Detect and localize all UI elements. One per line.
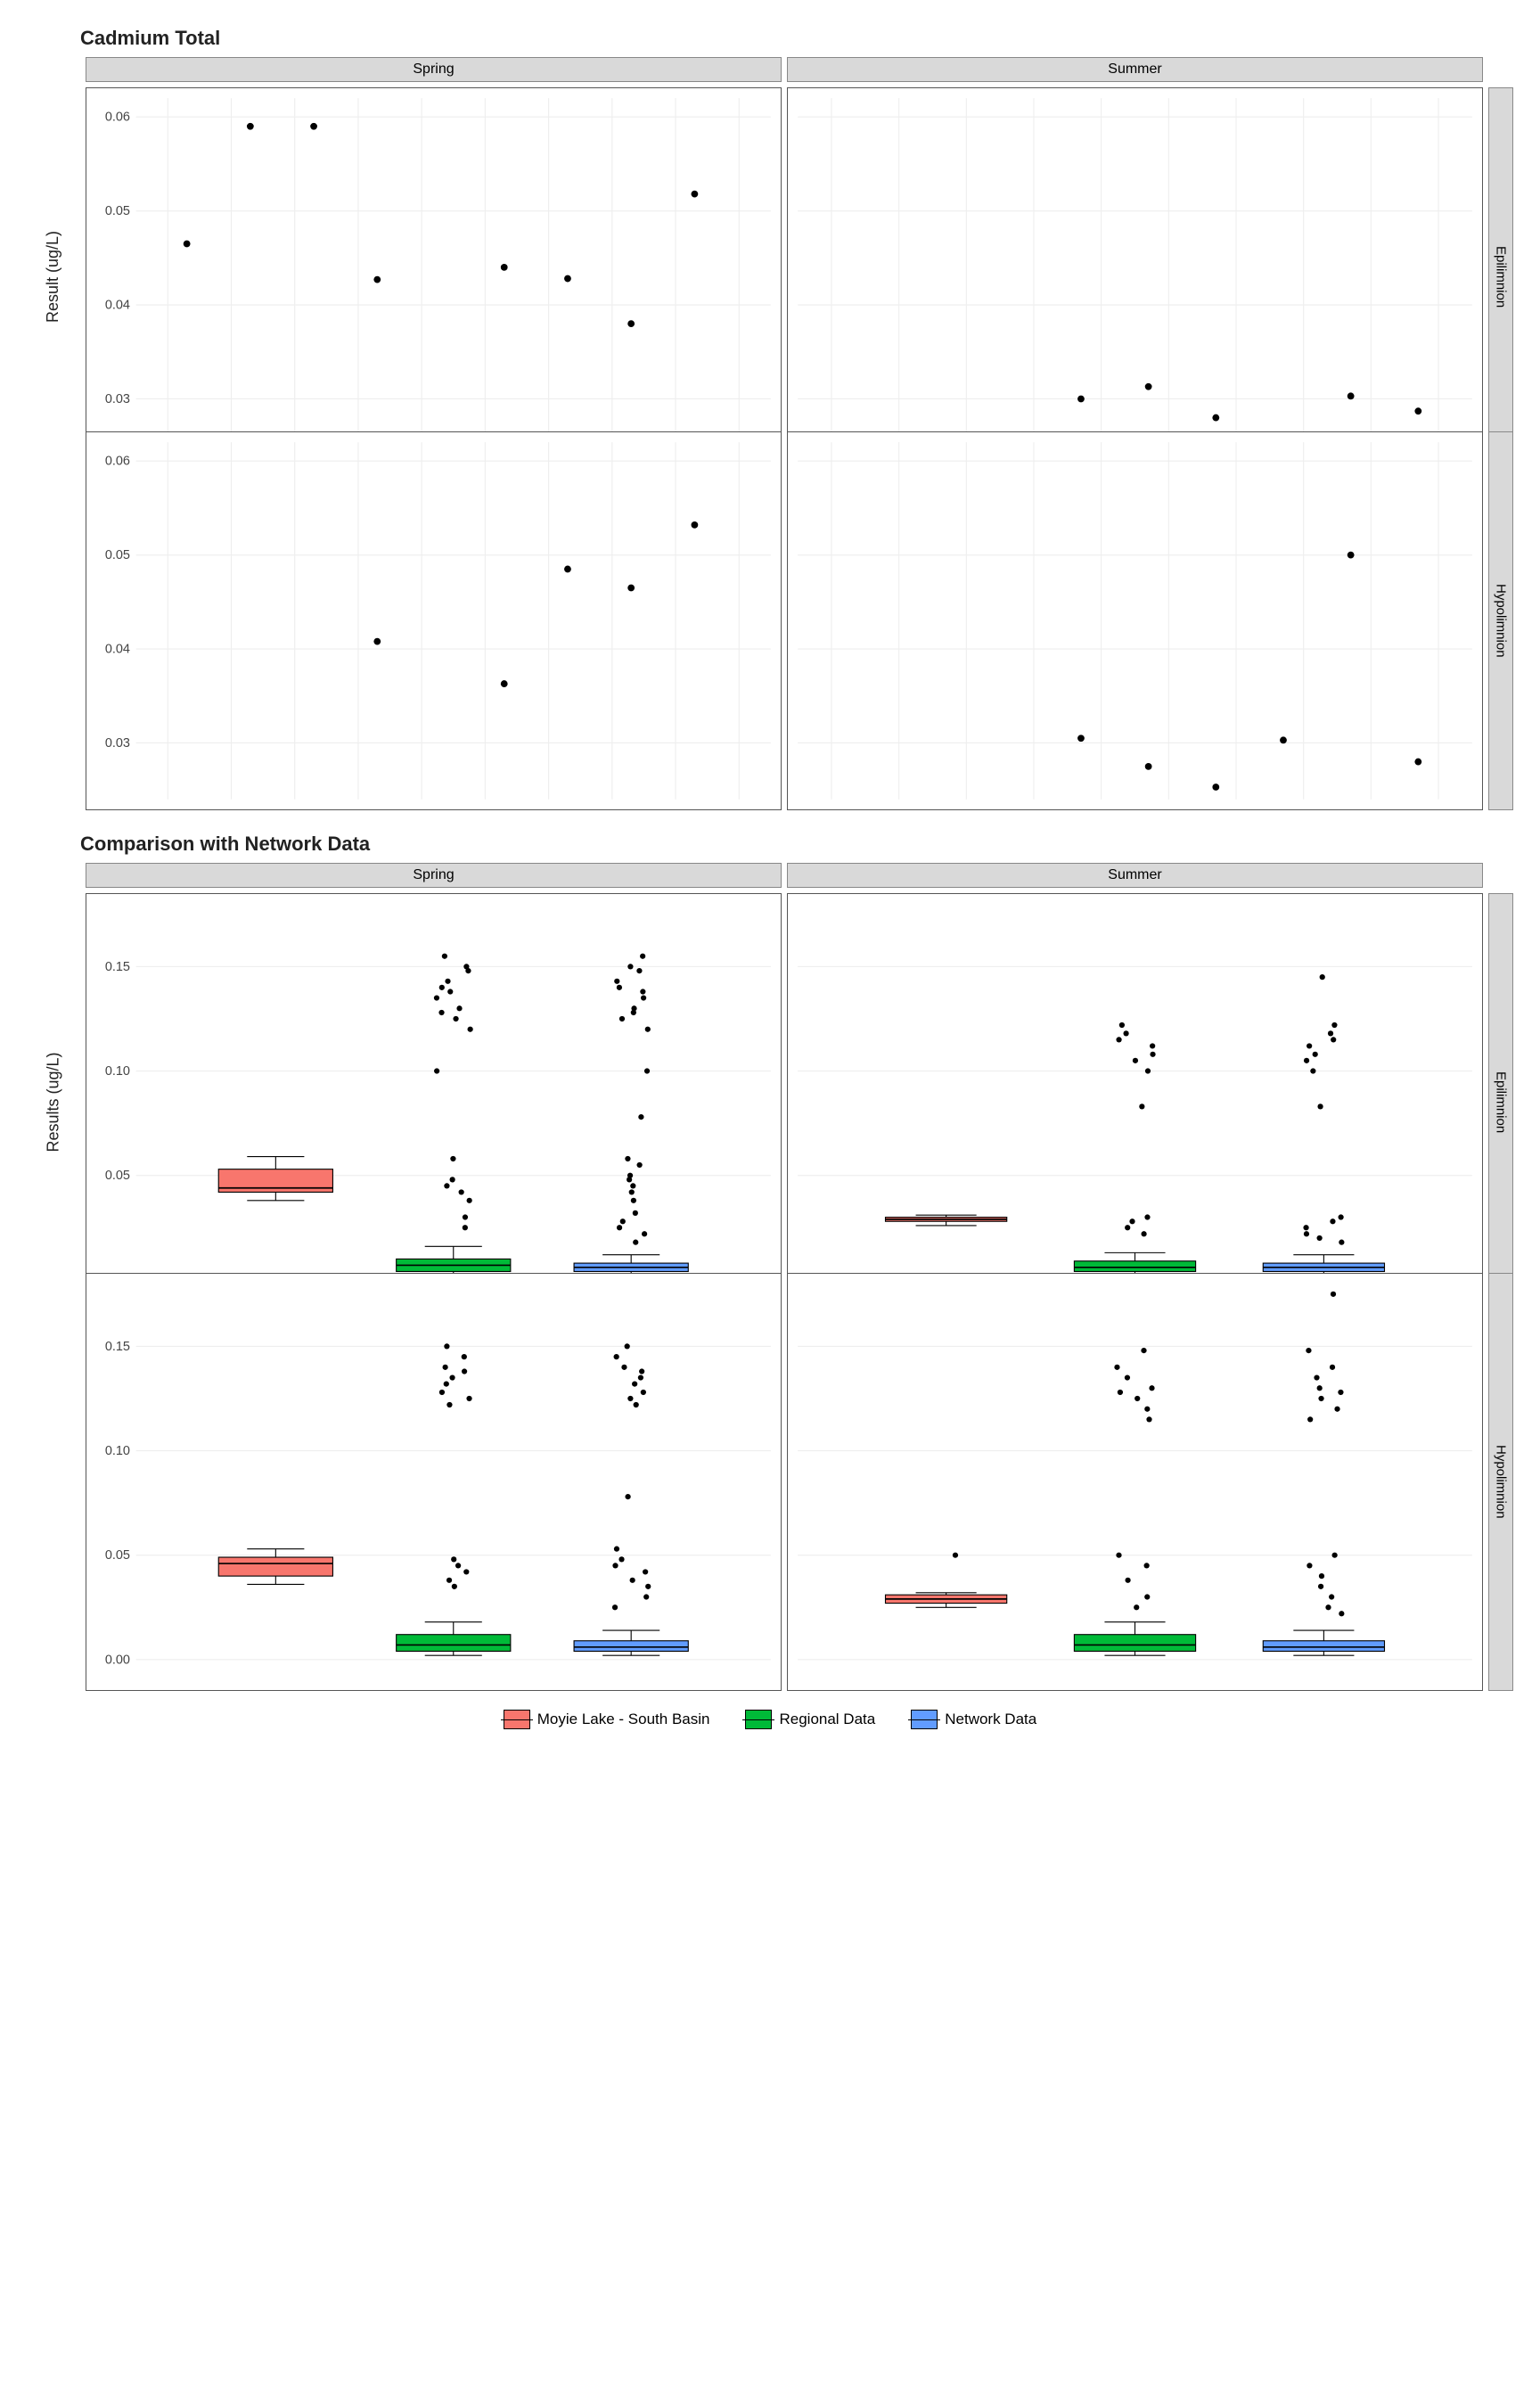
svg-text:0.00: 0.00 [105, 1653, 130, 1667]
facet2-row-epi: Epilimnion [1488, 893, 1513, 1311]
svg-text:0.04: 0.04 [105, 299, 130, 313]
panel-summer-hypo [787, 431, 1483, 810]
panel-spring-epi: 0.03 0.04 0.05 0.06 [86, 87, 782, 466]
svg-text:0.06: 0.06 [105, 111, 130, 125]
panel2-summer-epi [787, 893, 1483, 1311]
facet2-col-spring: Spring [86, 863, 782, 888]
panel-spring-hypo: 0.03 0.04 0.05 0.06 [86, 431, 782, 810]
svg-text:0.05: 0.05 [105, 204, 130, 218]
scatter-chart: Cadmium Total Spring Summer Result (ug/L… [27, 27, 1513, 797]
svg-text:0.04: 0.04 [105, 643, 130, 657]
svg-text:0.10: 0.10 [105, 1444, 130, 1458]
chart2-ylabel: Results (ug/L) [45, 1053, 63, 1153]
panel2-summer-hypo [787, 1273, 1483, 1691]
legend-item-network: Network Data [911, 1710, 1036, 1729]
facet-row-hypo: Hypolimnion [1488, 431, 1513, 810]
svg-text:0.05: 0.05 [105, 548, 130, 562]
legend: Moyie Lake - South Basin Regional Data N… [27, 1710, 1513, 1729]
panel2-spring-hypo: 0.00 0.05 0.10 0.15 [86, 1273, 782, 1691]
facet2-col-summer: Summer [787, 863, 1483, 888]
svg-text:0.10: 0.10 [105, 1064, 130, 1079]
panel-summer-epi [787, 87, 1483, 466]
facet-col-spring: Spring [86, 57, 782, 82]
panel2-spring-epi: 0.000.050.100.15 [86, 893, 782, 1311]
chart1-title: Cadmium Total [80, 27, 1513, 50]
facet-col-summer: Summer [787, 57, 1483, 82]
legend-item-moyie: Moyie Lake - South Basin [504, 1710, 710, 1729]
legend-item-regional: Regional Data [745, 1710, 875, 1729]
facet-row-epi: Epilimnion [1488, 87, 1513, 466]
chart2-title: Comparison with Network Data [80, 833, 1513, 856]
boxplot-chart: Comparison with Network Data Spring Summ… [27, 833, 1513, 1674]
svg-text:0.05: 0.05 [105, 1169, 130, 1183]
svg-text:0.03: 0.03 [105, 736, 130, 751]
svg-text:0.05: 0.05 [105, 1548, 130, 1563]
svg-text:0.15: 0.15 [105, 960, 130, 974]
svg-text:0.03: 0.03 [105, 392, 130, 406]
chart1-ylabel: Result (ug/L) [45, 231, 63, 323]
svg-text:0.06: 0.06 [105, 455, 130, 469]
svg-text:0.15: 0.15 [105, 1340, 130, 1354]
facet2-row-hypo: Hypolimnion [1488, 1273, 1513, 1691]
